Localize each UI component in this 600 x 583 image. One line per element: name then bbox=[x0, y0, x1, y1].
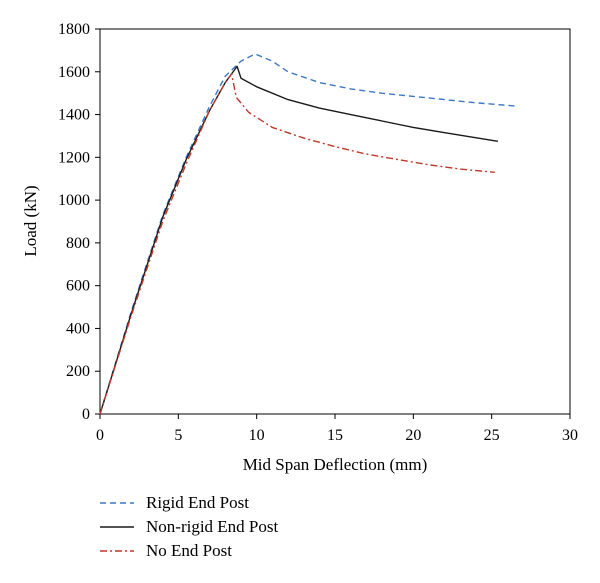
axis-ticks bbox=[95, 28, 571, 419]
x-tick-label: 10 bbox=[249, 427, 265, 444]
y-tick-label: 1200 bbox=[58, 149, 90, 166]
x-tick-label: 25 bbox=[484, 427, 500, 444]
series-line-3 bbox=[99, 73, 495, 415]
plot-frame bbox=[99, 28, 571, 415]
y-tick-label: 0 bbox=[82, 406, 90, 423]
y-tick-label: 800 bbox=[66, 235, 90, 252]
y-tick-label: 1000 bbox=[58, 192, 90, 209]
axis-tick-labels: 0 5 10 15 20 25 30 0 200 400 600 800 1000 1200 1400 160… bbox=[58, 21, 578, 444]
legend-label-2: Non-rigid End Post bbox=[146, 517, 279, 536]
legend: Rigid End Post Non-rigid End Post No End P… bbox=[100, 493, 279, 560]
y-tick-label: 600 bbox=[66, 278, 90, 295]
y-tick-label: 1800 bbox=[58, 21, 90, 38]
x-tick-label: 30 bbox=[562, 427, 578, 444]
y-tick-label: 1600 bbox=[58, 64, 90, 81]
legend-label-3: No End Post bbox=[146, 541, 232, 560]
series-lines bbox=[99, 53, 516, 415]
y-tick-label: 200 bbox=[66, 363, 90, 380]
series-line-1 bbox=[99, 53, 516, 415]
y-tick-label: 1400 bbox=[58, 107, 90, 124]
y-axis-title: Load (kN) bbox=[21, 185, 40, 256]
x-axis-title: Mid Span Deflection (mm) bbox=[243, 455, 428, 474]
x-tick-label: 15 bbox=[327, 427, 343, 444]
x-tick-label: 5 bbox=[174, 427, 182, 444]
x-tick-label: 20 bbox=[405, 427, 421, 444]
legend-label-1: Rigid End Post bbox=[146, 493, 249, 512]
y-tick-label: 400 bbox=[66, 320, 90, 337]
series-line-2 bbox=[99, 65, 499, 415]
x-tick-label: 0 bbox=[96, 427, 104, 444]
